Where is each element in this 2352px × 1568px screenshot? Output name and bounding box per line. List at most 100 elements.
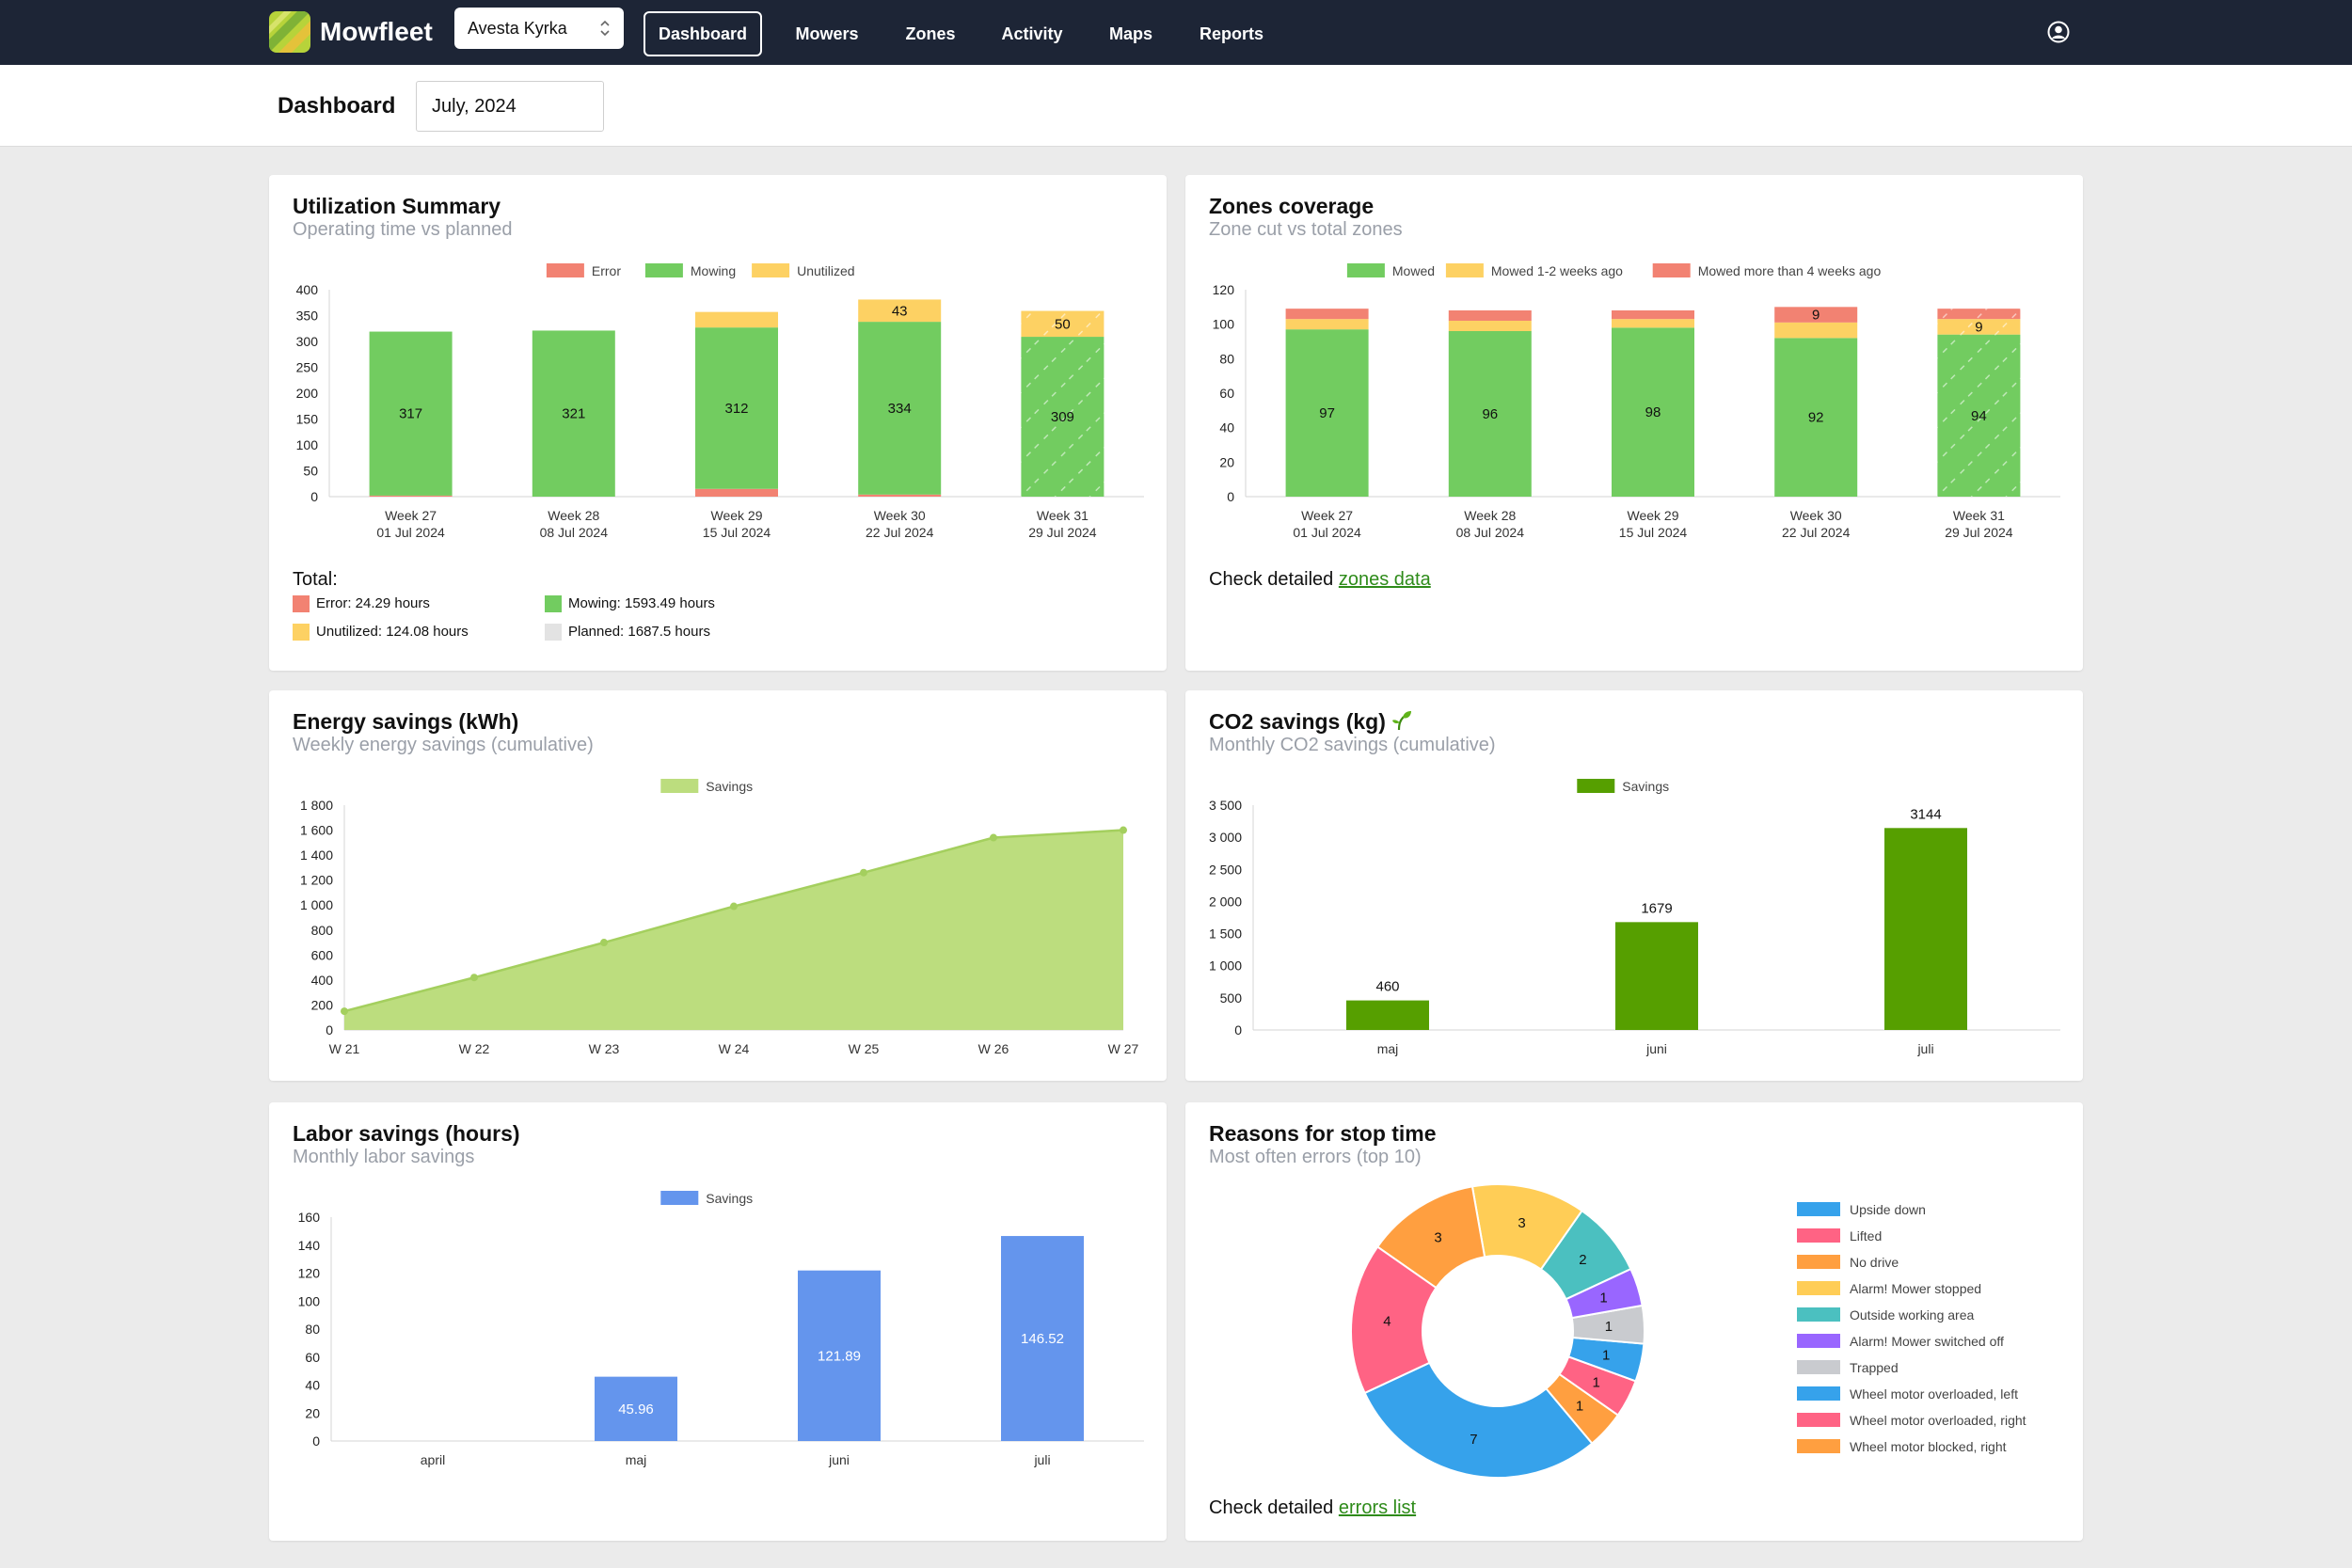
bar-hatch-overlay xyxy=(1937,309,2021,320)
total-error-label: Error: 24.29 hours xyxy=(316,595,430,611)
bar-segment xyxy=(1448,331,1532,497)
legend-label: Wheel motor overloaded, left xyxy=(1850,1386,2018,1402)
data-label: 317 xyxy=(399,406,422,422)
bar-segment xyxy=(695,327,778,489)
y-tick-label: 60 xyxy=(1219,386,1234,401)
card-subtitle: Weekly energy savings (cumulative) xyxy=(293,735,594,755)
bar-segment xyxy=(532,330,615,497)
total-planned: Planned: 1687.5 hours xyxy=(545,623,710,641)
data-label: 45.96 xyxy=(618,1402,654,1418)
x-tick-label: Week 30 xyxy=(874,508,926,523)
user-account-icon[interactable] xyxy=(2047,21,2070,43)
nav-activity[interactable]: Activity xyxy=(1001,24,1063,43)
y-tick-label: 200 xyxy=(296,386,319,401)
month-picker-input[interactable]: July, 2024 xyxy=(416,81,604,132)
y-tick-label: 40 xyxy=(305,1378,320,1393)
legend-swatch xyxy=(1577,779,1615,793)
bar-hatch-overlay xyxy=(1021,310,1104,338)
legend-swatch xyxy=(644,263,683,277)
nav-mowers[interactable]: Mowers xyxy=(795,24,859,43)
co2-savings-card: CO2 savings (kg) Monthly CO2 savings (cu… xyxy=(1185,690,2083,1081)
slice-label: 1 xyxy=(1576,1399,1583,1415)
bar-segment xyxy=(695,311,778,328)
legend-label: Alarm! Mower switched off xyxy=(1850,1334,2004,1349)
site-select[interactable]: Avesta Kyrka xyxy=(454,8,624,49)
bar-segment xyxy=(1285,319,1369,330)
x-tick-label: Week 27 xyxy=(1301,508,1353,523)
data-point xyxy=(1120,826,1127,834)
y-tick-label: 2 000 xyxy=(1209,894,1242,909)
data-label: 121.89 xyxy=(818,1348,861,1364)
x-tick-label: W 25 xyxy=(849,1041,880,1056)
nav-maps[interactable]: Maps xyxy=(1108,24,1152,43)
errors-list-link[interactable]: errors list xyxy=(1338,1497,1417,1518)
data-point xyxy=(730,902,738,911)
data-label: 9 xyxy=(1975,319,1982,335)
nav-dashboard[interactable]: Dashboard xyxy=(644,11,762,56)
unutilized-swatch xyxy=(293,624,310,641)
legend-label: Trapped xyxy=(1850,1360,1899,1375)
page-header xyxy=(0,65,2352,147)
total-mowing-label: Mowing: 1593.49 hours xyxy=(568,595,715,611)
y-tick-label: 150 xyxy=(296,412,319,427)
legend-swatch xyxy=(660,1191,699,1205)
bar-hatch-overlay xyxy=(1021,337,1104,497)
errors-check-text: Check detailed errors list xyxy=(1209,1497,1416,1519)
slice-label: 4 xyxy=(1383,1314,1391,1330)
bar-segment xyxy=(858,322,942,495)
y-tick-label: 1 500 xyxy=(1209,927,1242,942)
bar-segment xyxy=(369,331,453,496)
y-tick-label: 40 xyxy=(1219,420,1234,436)
slice-label: 3 xyxy=(1434,1229,1441,1245)
data-label: 9 xyxy=(1812,308,1820,324)
y-tick-label: 140 xyxy=(298,1238,321,1253)
labor-chart: Savings 160 140 120 100 80 60 40 20 0 april 45.96 ma… xyxy=(298,1191,1144,1467)
data-point xyxy=(470,974,478,982)
y-tick-label: 120 xyxy=(1213,282,1235,297)
mowfleet-logo-icon[interactable] xyxy=(269,11,310,53)
bar-segment xyxy=(1774,338,1858,497)
data-label: 312 xyxy=(724,401,748,417)
x-tick-label: maj xyxy=(626,1452,647,1467)
x-tick-label: W 23 xyxy=(589,1041,620,1056)
legend-swatch xyxy=(1797,1281,1840,1295)
data-label: 94 xyxy=(1971,408,1987,424)
stop-reasons-card: Reasons for stop time Most often errors … xyxy=(1185,1102,2083,1541)
bar-segment xyxy=(858,299,942,323)
energy-savings-card: Energy savings (kWh) Weekly energy savin… xyxy=(269,690,1167,1081)
legend-label: Mowing xyxy=(691,263,736,278)
y-tick-label: 120 xyxy=(298,1266,321,1281)
x-tick-label: Week 29 xyxy=(1628,508,1679,523)
legend-label: Unutilized xyxy=(797,263,854,278)
x-tick-label: maj xyxy=(1377,1041,1399,1056)
legend-label: Savings xyxy=(706,779,753,794)
card-title: Energy savings (kWh) xyxy=(293,709,519,734)
donut-slice xyxy=(1350,1245,1438,1395)
y-tick-label: 800 xyxy=(311,923,334,938)
bar-segment xyxy=(1612,319,1694,328)
bar-segment xyxy=(1285,329,1369,497)
y-tick-label: 500 xyxy=(1220,990,1243,1006)
brand-name[interactable]: Mowfleet xyxy=(320,17,433,46)
sprout-icon xyxy=(1391,711,1411,731)
nav-zones[interactable]: Zones xyxy=(905,24,956,43)
legend-swatch xyxy=(1797,1228,1840,1243)
y-tick-label: 0 xyxy=(310,489,318,504)
data-label: 1679 xyxy=(1641,900,1672,916)
legend-label: Outside working area xyxy=(1850,1307,1975,1323)
zones-data-link[interactable]: zones data xyxy=(1338,569,1431,590)
bar-segment xyxy=(1774,322,1858,339)
bar-segment xyxy=(1285,309,1369,320)
check-prefix: Check detailed xyxy=(1209,569,1339,590)
y-tick-label: 20 xyxy=(305,1405,320,1420)
y-tick-label: 200 xyxy=(311,997,334,1012)
legend-label: Error xyxy=(592,263,621,278)
y-tick-label: 50 xyxy=(303,464,318,479)
x-tick-label: Week 30 xyxy=(1790,508,1842,523)
legend-swatch xyxy=(660,779,699,793)
total-planned-label: Planned: 1687.5 hours xyxy=(568,624,710,640)
legend-label: Mowed 1-2 weeks ago xyxy=(1491,263,1623,278)
legend-swatch xyxy=(1652,263,1691,277)
nav-reports[interactable]: Reports xyxy=(1199,24,1263,43)
data-point xyxy=(600,939,608,947)
